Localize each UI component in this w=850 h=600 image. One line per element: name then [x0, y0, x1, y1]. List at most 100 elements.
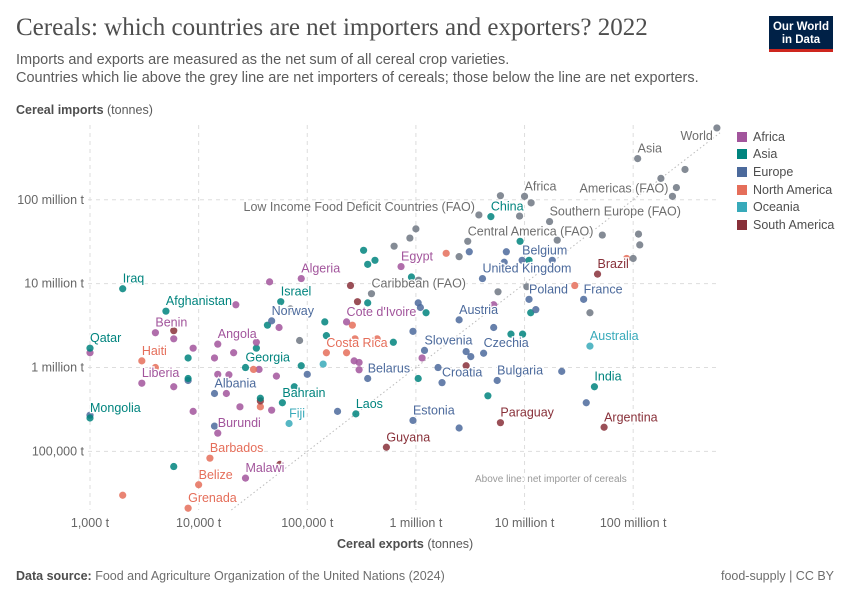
- point-label: Africa: [525, 179, 557, 193]
- data-point: [119, 491, 127, 499]
- data-point-caribbean-fao-: [367, 290, 376, 298]
- x-tick-label: 100 million t: [600, 516, 667, 530]
- license-text[interactable]: food-supply | CC BY: [720, 569, 834, 583]
- legend-item-europe[interactable]: Europe: [737, 163, 834, 181]
- data-point: [321, 318, 329, 326]
- legend-label: Oceania: [753, 200, 800, 215]
- data-point: [571, 281, 579, 290]
- point-label: Haiti: [142, 344, 167, 358]
- data-point-benin: [151, 329, 160, 337]
- data-point: [412, 225, 420, 233]
- subtitle-line-1: Imports and exports are measured as the …: [16, 52, 510, 68]
- data-point: [272, 372, 281, 380]
- legend-swatch: [737, 219, 747, 230]
- data-point: [467, 352, 475, 361]
- data-point: [189, 344, 197, 352]
- point-label: Algeria: [301, 262, 340, 276]
- legend-item-north-america[interactable]: North America: [737, 181, 834, 199]
- data-point-croatia: [438, 379, 446, 387]
- source-text[interactable]: Food and Agriculture Organization of the…: [95, 569, 445, 583]
- data-point: [225, 371, 233, 379]
- data-point: [515, 212, 524, 220]
- data-point: [373, 335, 381, 343]
- legend: Africa Asia Europe North America Oceania Sout…: [737, 128, 834, 234]
- data-point: [519, 330, 527, 338]
- data-point-norway: [268, 317, 276, 325]
- owid-logo[interactable]: Our World in Data: [769, 16, 833, 52]
- data-point: [268, 406, 276, 414]
- point-label: France: [584, 282, 623, 296]
- data-point: [532, 306, 540, 314]
- point-label: Barbados: [210, 441, 264, 455]
- data-point: [490, 301, 498, 309]
- data-point: [364, 260, 372, 268]
- data-point: [151, 363, 160, 372]
- point-label: Guyana: [386, 430, 430, 444]
- point-label: Georgia: [245, 351, 290, 365]
- data-point: [598, 231, 606, 239]
- data-point: [455, 424, 463, 432]
- y-axis-title-bold: Cereal imports: [16, 103, 104, 117]
- data-point-poland: [525, 295, 533, 303]
- y-tick-label: 10 million t: [24, 277, 84, 291]
- data-point: [586, 309, 594, 317]
- point-label: Grenada: [188, 491, 237, 505]
- data-point-guyana: [382, 443, 390, 451]
- data-source: Data source: Food and Agriculture Organi…: [16, 569, 445, 583]
- data-point-southern-europe-fao-: [545, 217, 554, 226]
- data-point: [351, 335, 359, 343]
- point-label: Estonia: [413, 403, 455, 417]
- point-label: Brazil: [598, 257, 629, 271]
- legend-item-africa[interactable]: Africa: [737, 128, 834, 146]
- data-point: [350, 357, 358, 365]
- point-label: Cote d'Ivoire: [347, 305, 417, 319]
- data-point-estonia: [409, 416, 417, 425]
- point-label: Qatar: [90, 331, 121, 345]
- legend-swatch: [737, 131, 747, 142]
- data-point: [390, 242, 398, 250]
- point-label: Benin: [155, 316, 187, 330]
- data-point: [210, 354, 219, 362]
- x-axis-title: Cereal exports (tonnes): [337, 537, 473, 551]
- data-point: [371, 256, 379, 264]
- point-label: Argentina: [604, 410, 658, 424]
- data-point-israel: [277, 298, 285, 306]
- data-point: [406, 234, 414, 242]
- data-point: [295, 336, 304, 345]
- data-point-barbados: [206, 454, 214, 462]
- data-point: [353, 298, 362, 306]
- legend-item-oceania[interactable]: Oceania: [737, 198, 834, 216]
- data-point: [170, 383, 178, 391]
- data-point: [507, 330, 515, 338]
- data-point: [500, 258, 508, 266]
- data-point: [303, 370, 311, 378]
- data-point-iraq: [119, 285, 127, 293]
- point-label: Angola: [218, 327, 257, 341]
- point-label: Australia: [590, 329, 639, 343]
- data-point-belgium: [518, 256, 526, 264]
- data-point: [525, 256, 533, 264]
- data-point: [265, 278, 274, 286]
- point-label: Albania: [215, 377, 257, 391]
- data-point: [494, 288, 502, 296]
- data-point: [622, 254, 631, 263]
- legend-item-south-america[interactable]: South America: [737, 216, 834, 234]
- point-labels: World Asia Americas (FAO) Africa Low Income …: [89, 128, 714, 507]
- data-point: [170, 462, 178, 471]
- data-point: [276, 460, 284, 468]
- data-point-liberia: [138, 379, 146, 387]
- legend-swatch: [737, 149, 747, 160]
- data-point-laos: [352, 410, 360, 418]
- subtitle-line-2: Countries which lie above the grey line …: [16, 70, 699, 86]
- data-point-united-kingdom: [478, 274, 487, 283]
- x-tick-label: 10,000 t: [176, 516, 222, 530]
- legend-item-asia[interactable]: Asia: [737, 146, 834, 164]
- point-label: India: [594, 370, 621, 384]
- data-point: [252, 338, 260, 346]
- data-point: [342, 349, 351, 357]
- data-point-georgia: [241, 363, 250, 372]
- data-point: [255, 365, 263, 373]
- data-point-argentina: [600, 423, 608, 431]
- data-point: [527, 199, 535, 207]
- data-point: [455, 253, 463, 261]
